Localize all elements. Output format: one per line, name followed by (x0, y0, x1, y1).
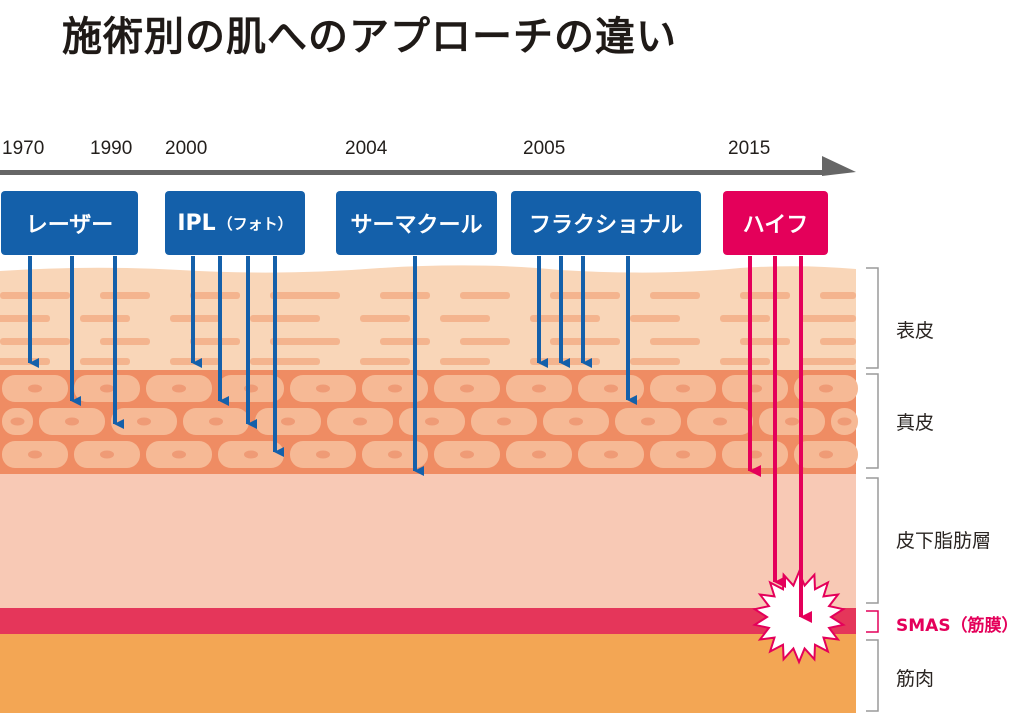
dermis-cell-nucleus (604, 450, 618, 459)
epidermis-stripe (650, 338, 700, 345)
epidermis-stripe (720, 358, 770, 365)
dermis-cell-nucleus (388, 384, 402, 393)
dermis-cell-nucleus (172, 384, 186, 393)
treatment-label-hifu: ハイフ (742, 213, 809, 238)
treatment-label-ipl: IPL (177, 210, 216, 236)
dermis-cell-nucleus (460, 450, 474, 459)
dermis-cell-nucleus (209, 417, 223, 426)
epidermis-stripe (270, 338, 340, 345)
year-label-1990: 1990 (90, 138, 133, 159)
epidermis-stripe (720, 315, 770, 322)
epidermis-stripe (440, 358, 490, 365)
dermis-cell-nucleus (28, 384, 42, 393)
dermis-cell-nucleus (425, 417, 439, 426)
dermis-cell-nucleus (100, 450, 114, 459)
epidermis-stripe (250, 315, 320, 322)
dermis-cell-nucleus (641, 417, 655, 426)
epidermis-stripe (440, 315, 490, 322)
treatment-badge-laser: レーザー (1, 191, 138, 255)
epidermis-stripe (190, 338, 240, 345)
dermis-cell-nucleus (532, 450, 546, 459)
treatment-badge-fractional: フラクショナル (511, 191, 701, 255)
dermis-cell-nucleus (532, 384, 546, 393)
penetration-arrows (28, 256, 812, 623)
dermis-cell-nucleus (785, 417, 799, 426)
dermis-cell-nucleus (676, 384, 690, 393)
epidermis-stripe (250, 358, 320, 365)
dermis-cell-nucleus (388, 450, 402, 459)
epidermis-stripe (360, 315, 410, 322)
epidermis-stripe (0, 292, 70, 299)
epidermis-stripe (100, 338, 150, 345)
treatment-badge-ipl: IPL （フォト） (165, 191, 305, 255)
epidermis-stripe (190, 292, 240, 299)
dermis-cell-nucleus (819, 384, 833, 393)
year-label-1970: 1970 (2, 138, 45, 159)
dermis-cell-nucleus (244, 450, 258, 459)
layer-smas (0, 608, 856, 634)
epidermis-stripe (360, 358, 410, 365)
dermis-cell-nucleus (569, 417, 583, 426)
epidermis-stripe (460, 338, 510, 345)
epidermis-stripe (380, 292, 430, 299)
layer-label-dermis: 真皮 (896, 412, 935, 434)
epidermis-stripe (740, 338, 790, 345)
treatment-label-fractional: フラクショナル (528, 213, 683, 238)
epidermis-stripe (800, 315, 856, 322)
epidermis-stripe (630, 358, 680, 365)
layer-label-subcutaneous: 皮下脂肪層 (896, 530, 992, 552)
layer-label-muscle: 筋肉 (896, 668, 935, 690)
dermis-cell-nucleus (10, 417, 25, 426)
layer-subcutaneous (0, 474, 856, 608)
dermis-cell-nucleus (316, 384, 330, 393)
treatment-sublabel-ipl: （フォト） (217, 214, 293, 233)
layer-muscle (0, 634, 856, 713)
epidermis-stripe (460, 292, 510, 299)
dermis-cell-nucleus (497, 417, 511, 426)
dermis-cell-nucleus (837, 417, 852, 426)
layer-label-smas: SMAS（筋膜） (896, 616, 1019, 636)
epidermis-stripe (630, 315, 680, 322)
year-label-2000: 2000 (165, 138, 208, 159)
dermis-cell-nucleus (28, 450, 42, 459)
epidermis-stripe (650, 292, 700, 299)
dermis-cell-nucleus (353, 417, 367, 426)
treatment-badge-thermacool: サーマクール (336, 191, 497, 255)
dermis-cell-nucleus (100, 384, 114, 393)
year-label-2015: 2015 (728, 138, 771, 159)
epidermis-stripe (800, 358, 856, 365)
layer-brackets (866, 267, 879, 712)
dermis-cell-nucleus (819, 450, 833, 459)
dermis-cell-nucleus (65, 417, 79, 426)
epidermis-stripe (0, 338, 70, 345)
dermis-cell-nucleus (172, 450, 186, 459)
dermis-cell-nucleus (137, 417, 151, 426)
epidermis-stripe (820, 338, 856, 345)
treatment-label-thermacool: サーマクール (350, 213, 483, 238)
epidermis-stripe (820, 292, 856, 299)
page-title: 施術別の肌へのアプローチの違い (62, 14, 677, 60)
dermis-cell-nucleus (676, 450, 690, 459)
timeline-arrow (0, 156, 856, 176)
treatment-label-laser: レーザー (25, 213, 114, 238)
epidermis-stripe (80, 315, 130, 322)
dermis-cell-nucleus (316, 450, 330, 459)
epidermis-stripe (740, 292, 790, 299)
year-label-2005: 2005 (523, 138, 566, 159)
epidermis-stripe (80, 358, 130, 365)
epidermis-stripe (380, 338, 430, 345)
epidermis-stripe (270, 292, 340, 299)
treatment-badge-hifu: ハイフ (723, 191, 828, 255)
dermis-cell-nucleus (713, 417, 727, 426)
dermis-cell-nucleus (460, 384, 474, 393)
dermis-cell-nucleus (604, 384, 618, 393)
year-label-2004: 2004 (345, 138, 388, 159)
epidermis-stripe (100, 292, 150, 299)
epidermis-stripe (0, 315, 50, 322)
dermis-cell-nucleus (281, 417, 295, 426)
layer-label-epidermis: 表皮 (896, 320, 935, 342)
epidermis-stripe (0, 358, 50, 365)
